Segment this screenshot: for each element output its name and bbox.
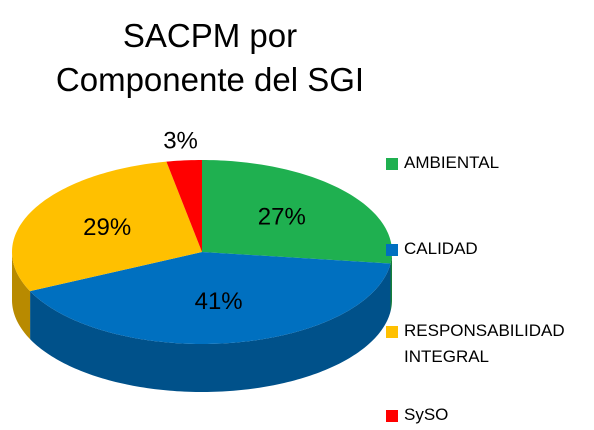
- data-label: 27%: [258, 203, 306, 230]
- legend-item: AMBIENTAL: [386, 153, 574, 176]
- slice: [202, 160, 392, 264]
- legend-label: RESPONSABILIDAD INTEGRAL: [404, 321, 565, 366]
- slice: [166, 160, 202, 252]
- legend-label: CALIDAD: [404, 239, 478, 258]
- legend-label: AMBIENTAL: [404, 153, 500, 172]
- data-label: 3%: [163, 127, 198, 154]
- legend-swatch: [386, 244, 398, 256]
- slice-side: [390, 252, 392, 312]
- legend-item: SySO: [386, 405, 574, 428]
- legend-item: RESPONSABILIDAD INTEGRAL: [386, 321, 574, 370]
- legend-label: SySO: [404, 405, 449, 424]
- slice: [30, 252, 391, 344]
- data-label: 29%: [83, 214, 131, 241]
- legend-swatch: [386, 410, 398, 422]
- legend-swatch: [386, 158, 398, 170]
- slice-side: [30, 263, 391, 392]
- chart-title: SACPM por Componente del SGI: [55, 17, 365, 98]
- slice: [12, 161, 202, 292]
- data-label: 41%: [195, 288, 243, 315]
- legend-item: CALIDAD: [386, 239, 574, 262]
- slice-side: [12, 252, 31, 340]
- legend-swatch: [386, 326, 398, 338]
